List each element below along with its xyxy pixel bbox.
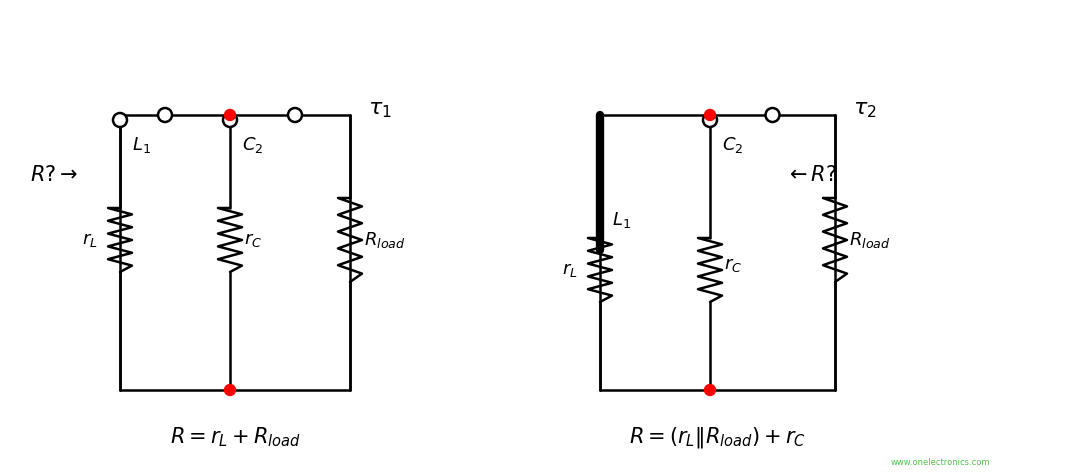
Circle shape xyxy=(704,384,715,396)
Text: $r_L$: $r_L$ xyxy=(82,231,98,249)
Text: $R = (r_L \| R_{load}) + r_C$: $R = (r_L \| R_{load}) + r_C$ xyxy=(629,425,806,449)
Text: www.onelectronics.com: www.onelectronics.com xyxy=(891,458,990,467)
Text: $r_C$: $r_C$ xyxy=(724,256,742,274)
Text: $R_{load}$: $R_{load}$ xyxy=(364,230,405,250)
Circle shape xyxy=(222,113,237,127)
Text: $R = r_L + R_{load}$: $R = r_L + R_{load}$ xyxy=(170,425,300,449)
Text: $R_{load}$: $R_{load}$ xyxy=(849,230,891,250)
Circle shape xyxy=(703,113,717,127)
Circle shape xyxy=(766,108,780,122)
Circle shape xyxy=(225,110,235,121)
Circle shape xyxy=(225,384,235,396)
Text: $R?\rightarrow$: $R?\rightarrow$ xyxy=(30,165,78,185)
Text: $L_1$: $L_1$ xyxy=(132,135,151,155)
Circle shape xyxy=(158,108,172,122)
Text: $C_2$: $C_2$ xyxy=(723,135,743,155)
Text: $\tau_1$: $\tau_1$ xyxy=(368,100,392,120)
Circle shape xyxy=(704,110,715,121)
Text: $\leftarrow R?$: $\leftarrow R?$ xyxy=(785,165,837,185)
Text: $\tau_2$: $\tau_2$ xyxy=(853,100,877,120)
Text: $r_C$: $r_C$ xyxy=(244,231,262,249)
Circle shape xyxy=(113,113,127,127)
Text: $C_2$: $C_2$ xyxy=(242,135,264,155)
Circle shape xyxy=(288,108,302,122)
Text: $L_1$: $L_1$ xyxy=(612,210,631,230)
Text: $r_L$: $r_L$ xyxy=(563,261,578,279)
